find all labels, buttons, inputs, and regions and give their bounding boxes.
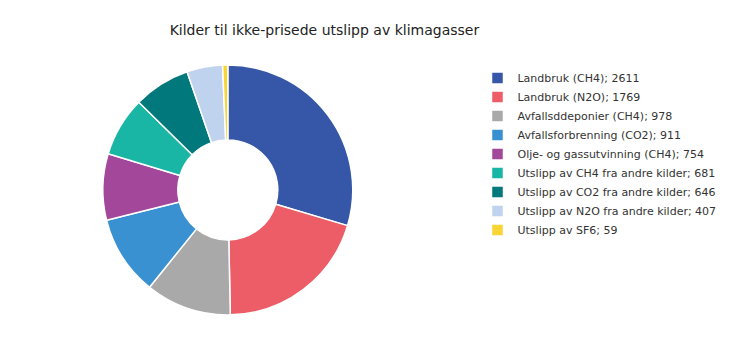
- svg-text:Avfallsforbrenning (CO2); 911: Avfallsforbrenning (CO2); 911: [517, 129, 681, 142]
- svg-text:Landbruk (N2O); 1769: Landbruk (N2O); 1769: [517, 91, 640, 104]
- svg-text:Landbruk (CH4); 2611: Landbruk (CH4); 2611: [517, 72, 639, 85]
- svg-text:Kilder til ikke-prisede utslip: Kilder til ikke-prisede utslipp av klima…: [170, 22, 480, 38]
- svg-text:Avfallsddeponier (CH4); 978: Avfallsddeponier (CH4); 978: [517, 110, 672, 123]
- svg-text:Utslipp av CO2 fra andre kilde: Utslipp av CO2 fra andre kilder; 646: [517, 186, 715, 199]
- svg-text:Utslipp av N2O fra andre kilde: Utslipp av N2O fra andre kilder; 407: [517, 205, 716, 218]
- svg-text:Utslipp av CH4 fra andre kilde: Utslipp av CH4 fra andre kilder; 681: [517, 167, 715, 180]
- svg-text:Olje- og gassutvinning (CH4);: Olje- og gassutvinning (CH4); 754: [517, 148, 703, 161]
- svg-text:Utslipp av SF6; 59: Utslipp av SF6; 59: [517, 224, 617, 237]
